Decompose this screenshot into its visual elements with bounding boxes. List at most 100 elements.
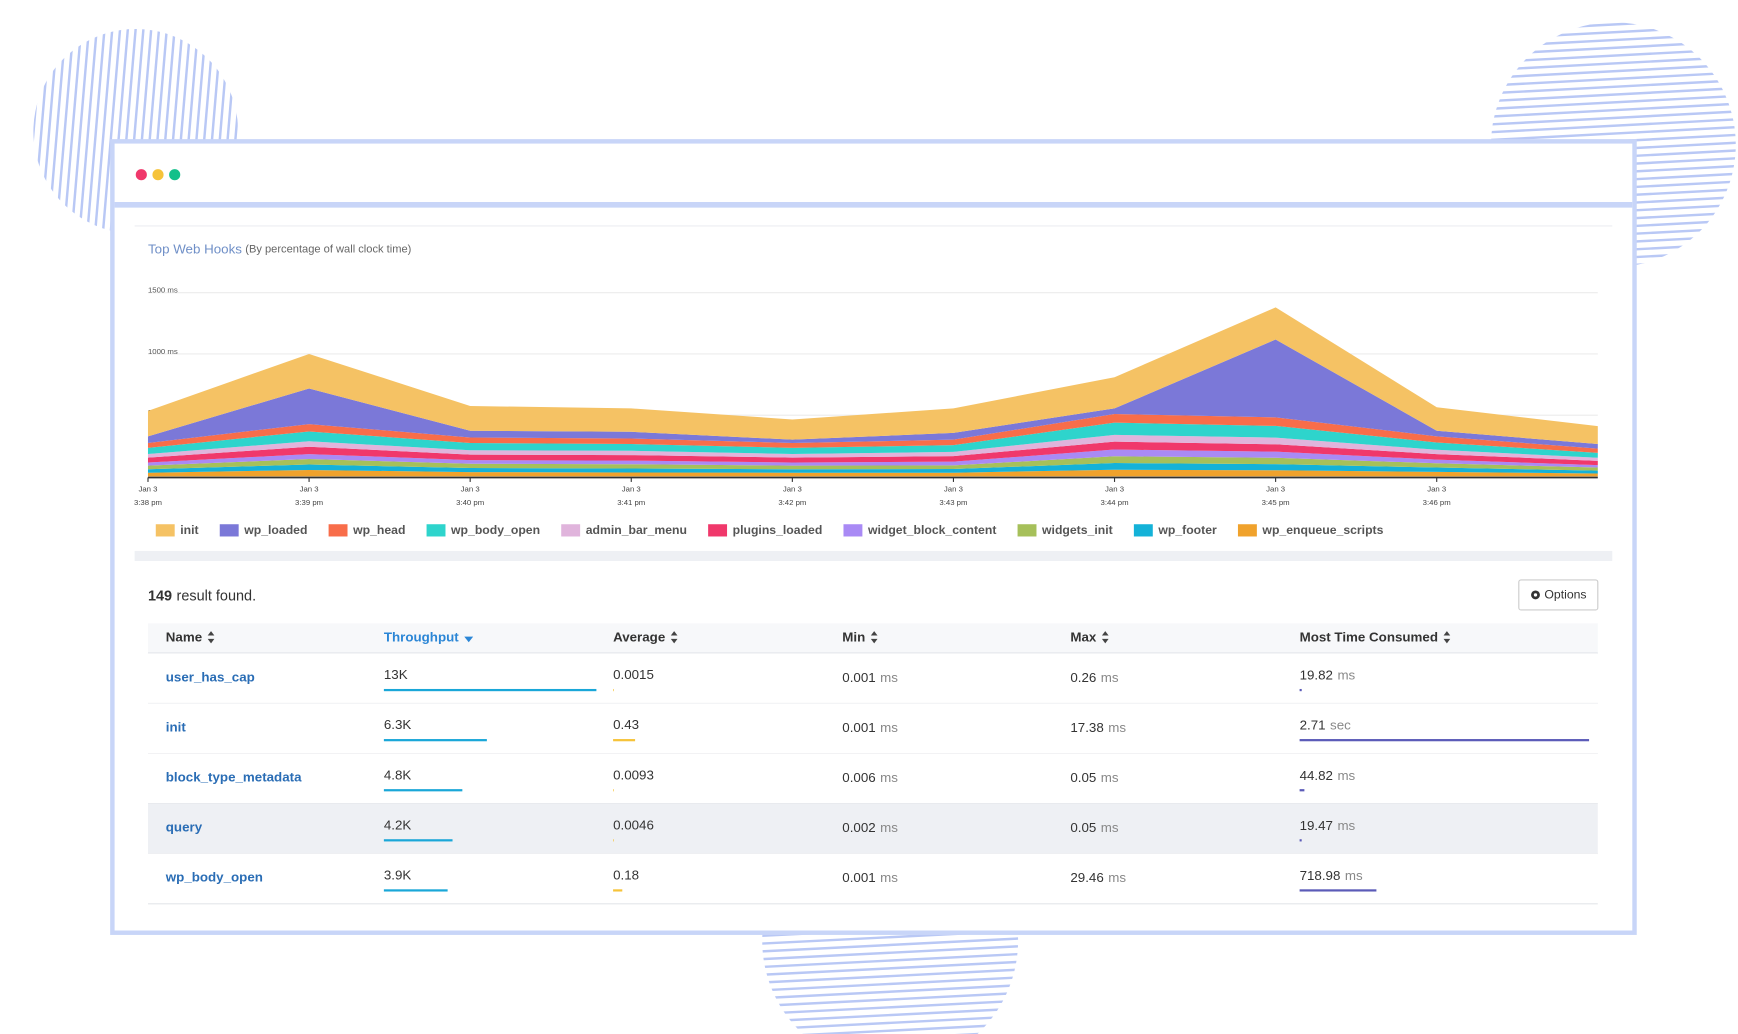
most-time: 19.82 ms bbox=[1300, 667, 1356, 682]
column-header[interactable]: Most Time Consumed bbox=[1300, 629, 1438, 644]
sort-icon bbox=[1101, 631, 1109, 644]
stripe bbox=[762, 1022, 1019, 1034]
stripe bbox=[33, 28, 52, 234]
x-tick-label: Jan 3 3:39 pm bbox=[295, 485, 323, 507]
column-header[interactable]: Max bbox=[1070, 629, 1097, 644]
x-tick-line: 3:39 pm bbox=[295, 498, 323, 507]
average-bar bbox=[613, 889, 623, 892]
column-header[interactable]: Average bbox=[613, 629, 665, 644]
average: 0.0015 bbox=[613, 667, 654, 682]
sort-desc bbox=[464, 636, 474, 643]
hook-name[interactable]: block_type_metadata bbox=[166, 770, 302, 785]
legend-swatch bbox=[1237, 524, 1257, 537]
min-unit: ms bbox=[880, 870, 898, 885]
throughput-bar bbox=[383, 688, 597, 692]
min-unit: ms bbox=[880, 770, 898, 785]
stripe bbox=[762, 976, 1019, 992]
max-unit: ms bbox=[1101, 770, 1119, 785]
stripe bbox=[46, 28, 67, 234]
window-close[interactable] bbox=[135, 169, 147, 181]
throughput-bar bbox=[383, 789, 463, 792]
area bbox=[147, 422, 1598, 458]
sort-icon bbox=[870, 631, 878, 644]
max-value: 29.46 bbox=[1070, 870, 1103, 885]
x-tick-label: Jan 3 3:44 pm bbox=[1101, 485, 1129, 507]
column-header[interactable]: Min bbox=[842, 629, 865, 644]
result-number: 149 bbox=[148, 588, 172, 604]
x-tick-line: Jan 3 bbox=[1266, 485, 1285, 494]
hook-name[interactable]: init bbox=[166, 719, 187, 734]
table-row[interactable] bbox=[147, 653, 1598, 704]
legend-label[interactable]: plugins_loaded bbox=[733, 523, 823, 537]
legend-label[interactable]: wp_loaded bbox=[243, 523, 307, 537]
stripe bbox=[762, 983, 1019, 1000]
legend-label[interactable]: init bbox=[180, 523, 198, 537]
stripe bbox=[1490, 86, 1736, 103]
table-row[interactable] bbox=[147, 803, 1598, 854]
average-bar bbox=[613, 739, 636, 742]
max-value: 0.26 bbox=[1070, 669, 1096, 684]
stripe bbox=[54, 28, 75, 234]
stripe bbox=[1490, 63, 1736, 80]
max-value: 0.05 bbox=[1070, 770, 1096, 785]
most-time-bar bbox=[1299, 889, 1377, 892]
options-label: Options bbox=[1544, 588, 1586, 602]
x-tick-line: 3:43 pm bbox=[939, 498, 967, 507]
throughput: 6.3K bbox=[384, 717, 412, 732]
x-tick-line: 3:46 pm bbox=[1423, 498, 1451, 507]
chart-heading: Top Web Hooks (By percentage of wall cloc… bbox=[148, 241, 412, 256]
stripe bbox=[1490, 32, 1736, 48]
x-tick-line: Jan 3 bbox=[138, 485, 157, 494]
legend-label[interactable]: widget_block_content bbox=[867, 523, 996, 537]
area bbox=[147, 307, 1598, 445]
most-time-value: 2.71 bbox=[1300, 717, 1326, 732]
table-row[interactable] bbox=[147, 853, 1598, 904]
column-header[interactable]: Throughput bbox=[384, 629, 459, 644]
min: 0.002 ms bbox=[842, 820, 898, 835]
legend-label[interactable]: wp_footer bbox=[1157, 523, 1217, 537]
stripe bbox=[33, 28, 44, 234]
min-unit: ms bbox=[880, 719, 898, 734]
legend-swatch bbox=[843, 524, 863, 537]
legend-label[interactable]: wp_enqueue_scripts bbox=[1261, 523, 1383, 537]
most-time-unit: sec bbox=[1330, 717, 1351, 732]
stripe bbox=[62, 28, 83, 234]
legend-label[interactable]: admin_bar_menu bbox=[586, 523, 687, 537]
min: 0.001 ms bbox=[842, 870, 898, 885]
most-time-unit: ms bbox=[1337, 767, 1355, 782]
max-unit: ms bbox=[1108, 870, 1126, 885]
options-button[interactable] bbox=[1518, 579, 1599, 611]
hook-name[interactable]: query bbox=[166, 820, 203, 835]
max-value: 17.38 bbox=[1070, 719, 1103, 734]
stripe bbox=[762, 999, 1019, 1016]
table-row[interactable] bbox=[147, 703, 1598, 754]
window-minimize[interactable] bbox=[152, 169, 164, 181]
x-tick-line: 3:44 pm bbox=[1101, 498, 1129, 507]
stripe bbox=[1490, 78, 1736, 95]
legend-swatch bbox=[561, 524, 581, 537]
min-value: 0.002 bbox=[842, 820, 875, 835]
most-time-unit: ms bbox=[1345, 867, 1363, 882]
y-tick-label: 1500 ms bbox=[148, 286, 178, 295]
x-tick-label: Jan 3 3:43 pm bbox=[939, 485, 967, 507]
window-maximize[interactable] bbox=[169, 169, 181, 181]
column-header[interactable]: Name bbox=[166, 629, 202, 644]
average: 0.0093 bbox=[613, 767, 654, 782]
y-tick-label: 1000 ms bbox=[148, 347, 178, 356]
most-time-value: 44.82 bbox=[1300, 767, 1333, 782]
area bbox=[147, 414, 1598, 453]
table-row[interactable] bbox=[147, 753, 1598, 804]
area bbox=[147, 449, 1598, 468]
legend-label[interactable]: wp_body_open bbox=[450, 523, 540, 537]
hook-name[interactable]: user_has_cap bbox=[166, 669, 255, 684]
most-time-value: 718.98 bbox=[1300, 867, 1341, 882]
area bbox=[147, 434, 1598, 461]
stripe bbox=[1490, 110, 1736, 126]
max: 29.46 ms bbox=[1070, 870, 1126, 885]
hook-name[interactable]: wp_body_open bbox=[165, 870, 263, 885]
legend-label[interactable]: wp_head bbox=[352, 523, 405, 537]
stripe bbox=[762, 1007, 1019, 1023]
legend-label[interactable]: widgets_init bbox=[1041, 523, 1113, 537]
